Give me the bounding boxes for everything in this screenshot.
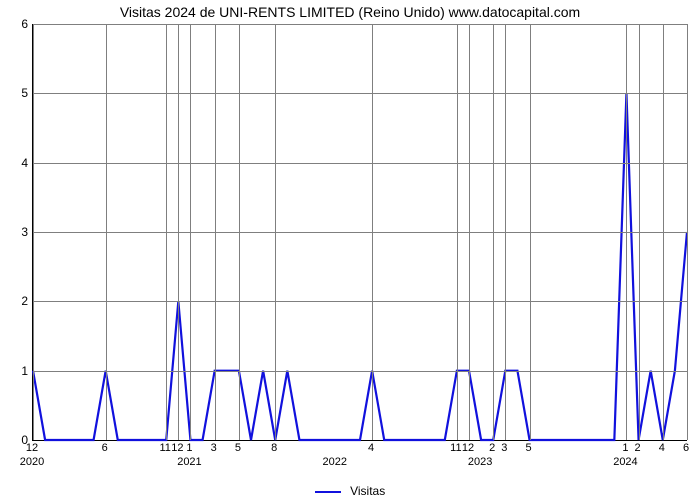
chart-title: Visitas 2024 de UNI-RENTS LIMITED (Reino… — [0, 4, 700, 20]
legend-swatch — [315, 491, 341, 493]
x-tick-label: 12 — [462, 442, 474, 454]
x-tick-label: 6 — [683, 442, 689, 454]
gridline-v — [639, 24, 640, 440]
x-tick-label: 2 — [634, 442, 640, 454]
gridline-v — [166, 24, 167, 440]
y-tick-label: 4 — [10, 156, 28, 170]
gridline-h — [33, 93, 687, 94]
x-tick-label: 8 — [271, 442, 277, 454]
gridline-v — [493, 24, 494, 440]
y-tick-label: 1 — [10, 364, 28, 378]
y-tick-label: 3 — [10, 225, 28, 239]
x-year-label: 2021 — [177, 456, 201, 468]
x-tick-label: 1 — [622, 442, 628, 454]
gridline-h — [33, 301, 687, 302]
x-tick-label: 4 — [659, 442, 665, 454]
gridline-v — [530, 24, 531, 440]
legend: Visitas — [0, 484, 700, 498]
gridline-v — [275, 24, 276, 440]
gridline-v — [239, 24, 240, 440]
plot-area — [32, 24, 687, 441]
gridline-v — [663, 24, 664, 440]
gridline-v — [33, 24, 34, 440]
y-tick-label: 6 — [10, 17, 28, 31]
x-tick-label: 3 — [501, 442, 507, 454]
gridline-v — [626, 24, 627, 440]
y-tick-label: 2 — [10, 294, 28, 308]
gridline-v — [190, 24, 191, 440]
x-tick-label: 11 — [450, 442, 461, 454]
x-year-label: 2020 — [20, 456, 44, 468]
x-tick-label: 5 — [525, 442, 531, 454]
gridline-v — [372, 24, 373, 440]
gridline-v — [505, 24, 506, 440]
x-tick-label: 12 — [171, 442, 183, 454]
gridline-h — [33, 371, 687, 372]
gridline-v — [106, 24, 107, 440]
x-tick-label: 4 — [368, 442, 374, 454]
gridline-h — [33, 163, 687, 164]
gridline-h — [33, 24, 687, 25]
x-year-label: 2024 — [613, 456, 637, 468]
x-tick-label: 5 — [235, 442, 241, 454]
visits-line — [33, 93, 687, 440]
x-tick-label: 2 — [489, 442, 495, 454]
x-tick-label: 1 — [186, 442, 192, 454]
gridline-h — [33, 232, 687, 233]
x-year-label: 2023 — [468, 456, 492, 468]
gridline-v — [178, 24, 179, 440]
x-year-label: 2022 — [323, 456, 347, 468]
legend-label: Visitas — [350, 484, 385, 498]
x-tick-label: 6 — [102, 442, 108, 454]
chart-container: Visitas 2024 de UNI-RENTS LIMITED (Reino… — [0, 0, 700, 500]
x-tick-label: 12 — [26, 442, 38, 454]
gridline-v — [215, 24, 216, 440]
gridline-v — [687, 24, 688, 440]
y-tick-label: 5 — [10, 86, 28, 100]
x-tick-label: 11 — [160, 442, 171, 454]
gridline-v — [469, 24, 470, 440]
x-tick-label: 3 — [211, 442, 217, 454]
gridline-v — [457, 24, 458, 440]
